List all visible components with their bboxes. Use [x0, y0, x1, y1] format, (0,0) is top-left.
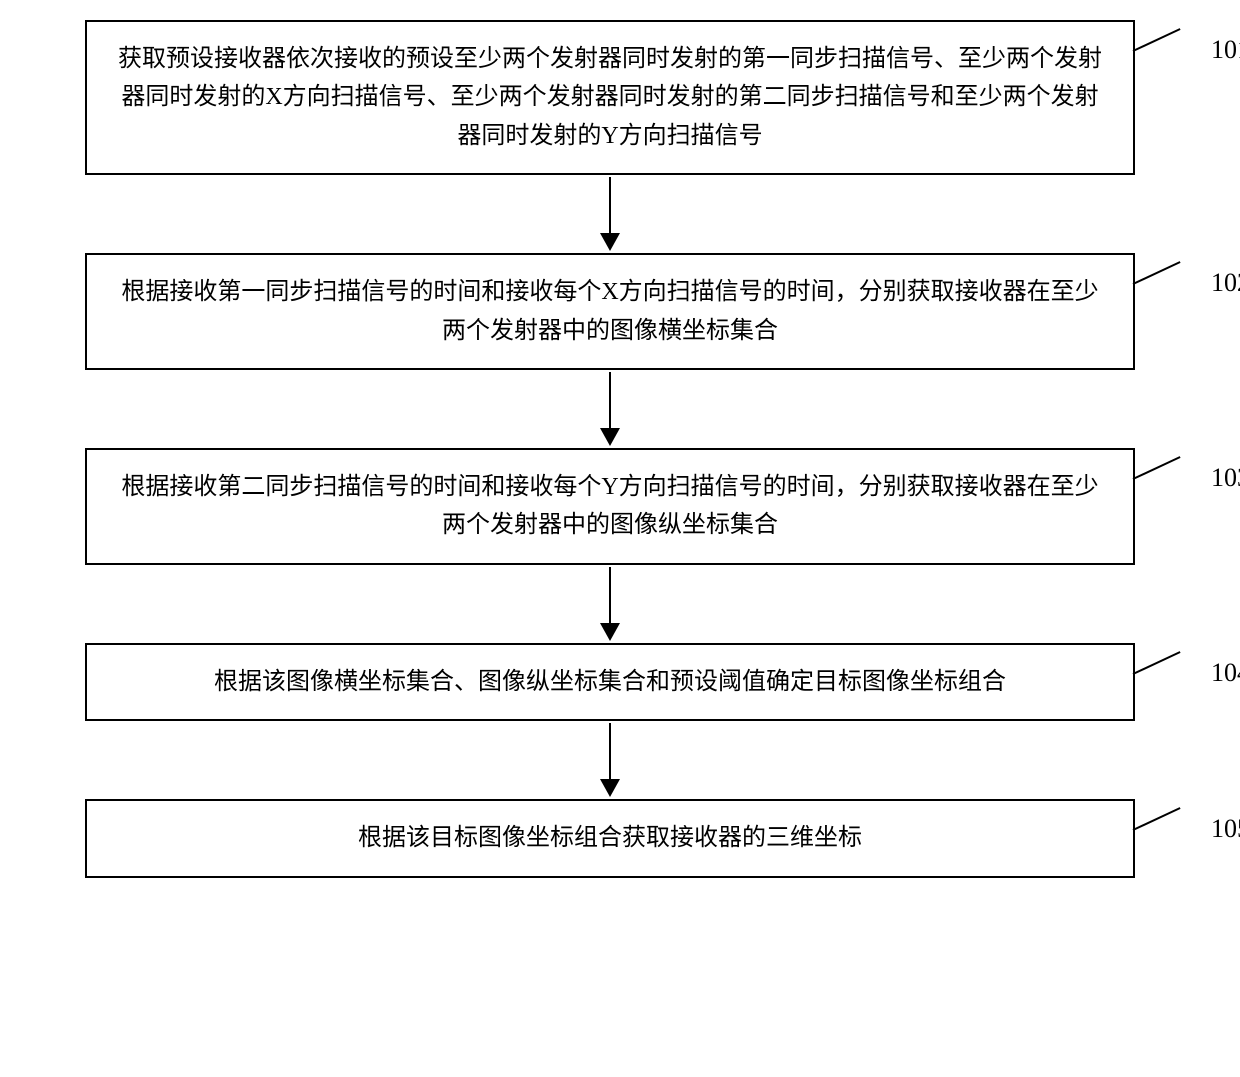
step-label: 103 [1211, 463, 1240, 493]
flowchart-step-1: 获取预设接收器依次接收的预设至少两个发射器同时发射的第一同步扫描信号、至少两个发… [85, 20, 1135, 175]
label-connector [1133, 456, 1181, 480]
step-wrapper-1: 获取预设接收器依次接收的预设至少两个发射器同时发射的第一同步扫描信号、至少两个发… [85, 20, 1135, 175]
arrow-head-icon [600, 623, 620, 641]
arrow-2 [600, 370, 620, 448]
arrow-head-icon [600, 779, 620, 797]
step-label: 102 [1211, 268, 1240, 298]
flowchart-step-3: 根据接收第二同步扫描信号的时间和接收每个Y方向扫描信号的时间，分别获取接收器在至… [85, 448, 1135, 565]
arrow-1 [600, 175, 620, 253]
arrow-line [609, 372, 611, 428]
arrow-line [609, 567, 611, 623]
step-text: 根据该图像横坐标集合、图像纵坐标集合和预设阈值确定目标图像坐标组合 [214, 669, 1006, 695]
step-wrapper-5: 根据该目标图像坐标组合获取接收器的三维坐标 105 [85, 799, 1135, 877]
arrow-line [609, 177, 611, 233]
arrow-3 [600, 565, 620, 643]
arrow-head-icon [600, 428, 620, 446]
step-text: 获取预设接收器依次接收的预设至少两个发射器同时发射的第一同步扫描信号、至少两个发… [118, 46, 1102, 149]
step-text: 根据接收第二同步扫描信号的时间和接收每个Y方向扫描信号的时间，分别获取接收器在至… [121, 474, 1098, 538]
label-connector [1133, 807, 1181, 831]
arrow-line [609, 723, 611, 779]
arrow-4 [600, 721, 620, 799]
step-text: 根据接收第一同步扫描信号的时间和接收每个X方向扫描信号的时间，分别获取接收器在至… [121, 279, 1098, 343]
step-wrapper-3: 根据接收第二同步扫描信号的时间和接收每个Y方向扫描信号的时间，分别获取接收器在至… [85, 448, 1135, 565]
label-connector [1133, 261, 1181, 285]
flowchart-container: 获取预设接收器依次接收的预设至少两个发射器同时发射的第一同步扫描信号、至少两个发… [40, 20, 1180, 878]
flowchart-step-2: 根据接收第一同步扫描信号的时间和接收每个X方向扫描信号的时间，分别获取接收器在至… [85, 253, 1135, 370]
label-connector [1133, 651, 1181, 675]
step-label: 105 [1211, 814, 1240, 844]
step-wrapper-2: 根据接收第一同步扫描信号的时间和接收每个X方向扫描信号的时间，分别获取接收器在至… [85, 253, 1135, 370]
flowchart-step-5: 根据该目标图像坐标组合获取接收器的三维坐标 [85, 799, 1135, 877]
flowchart-step-4: 根据该图像横坐标集合、图像纵坐标集合和预设阈值确定目标图像坐标组合 [85, 643, 1135, 721]
step-label: 101 [1211, 35, 1240, 65]
step-wrapper-4: 根据该图像横坐标集合、图像纵坐标集合和预设阈值确定目标图像坐标组合 104 [85, 643, 1135, 721]
step-text: 根据该目标图像坐标组合获取接收器的三维坐标 [358, 825, 862, 851]
arrow-head-icon [600, 233, 620, 251]
label-connector [1133, 28, 1181, 52]
step-label: 104 [1211, 658, 1240, 688]
